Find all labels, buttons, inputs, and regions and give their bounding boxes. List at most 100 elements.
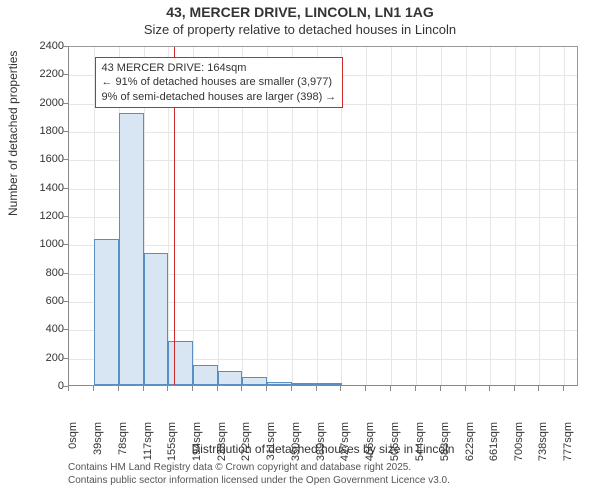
x-tick-label: 272sqm — [240, 422, 252, 472]
x-tick-label: 544sqm — [414, 422, 426, 472]
x-tick-mark — [440, 386, 441, 391]
x-tick-mark — [167, 386, 168, 391]
y-tick-mark — [63, 216, 68, 217]
gridline-v — [441, 47, 442, 385]
x-tick-label: 311sqm — [265, 422, 277, 472]
x-tick-label: 389sqm — [315, 422, 327, 472]
y-tick-label: 400 — [14, 323, 64, 335]
gridline-v — [366, 47, 367, 385]
x-tick-label: 350sqm — [290, 422, 302, 472]
annotation-line-1: 43 MERCER DRIVE: 164sqm — [102, 61, 337, 75]
gridline-v — [391, 47, 392, 385]
x-tick-label: 505sqm — [389, 422, 401, 472]
histogram-bar — [193, 365, 218, 385]
x-tick-label: 777sqm — [562, 422, 574, 472]
x-tick-label: 78sqm — [117, 422, 129, 472]
y-tick-mark — [63, 74, 68, 75]
chart-title-sub: Size of property relative to detached ho… — [0, 22, 600, 37]
y-tick-label: 1600 — [14, 153, 64, 165]
annotation-line-2: ← 91% of detached houses are smaller (3,… — [102, 75, 337, 89]
x-tick-label: 661sqm — [488, 422, 500, 472]
gridline-v — [416, 47, 417, 385]
x-tick-mark — [143, 386, 144, 391]
footer-line-2: Contains public sector information licen… — [68, 475, 578, 488]
histogram-bar — [218, 371, 243, 385]
x-tick-mark — [291, 386, 292, 391]
x-tick-mark — [241, 386, 242, 391]
gridline-h — [69, 189, 577, 190]
x-tick-mark — [465, 386, 466, 391]
x-tick-mark — [390, 386, 391, 391]
y-tick-mark — [63, 188, 68, 189]
y-tick-mark — [63, 329, 68, 330]
y-tick-mark — [63, 301, 68, 302]
histogram-bar — [144, 253, 169, 385]
y-tick-label: 2200 — [14, 68, 64, 80]
x-tick-mark — [266, 386, 267, 391]
x-tick-label: 117sqm — [142, 422, 154, 472]
gridline-h — [69, 160, 577, 161]
gridline-v — [466, 47, 467, 385]
y-tick-label: 1400 — [14, 182, 64, 194]
x-tick-mark — [514, 386, 515, 391]
gridline-v — [564, 47, 565, 385]
y-tick-label: 600 — [14, 295, 64, 307]
y-tick-label: 1800 — [14, 125, 64, 137]
histogram-bar — [292, 383, 317, 385]
x-tick-mark — [118, 386, 119, 391]
x-tick-mark — [563, 386, 564, 391]
x-tick-mark — [192, 386, 193, 391]
y-tick-label: 800 — [14, 267, 64, 279]
x-tick-mark — [415, 386, 416, 391]
histogram-bar — [317, 383, 342, 385]
x-tick-mark — [538, 386, 539, 391]
y-tick-mark — [63, 244, 68, 245]
y-tick-label: 2000 — [14, 97, 64, 109]
histogram-bar — [267, 382, 292, 385]
histogram-bar — [168, 341, 193, 385]
x-tick-label: 39sqm — [92, 422, 104, 472]
x-tick-mark — [68, 386, 69, 391]
y-tick-mark — [63, 358, 68, 359]
chart-container: { "chart": { "type": "histogram", "title… — [0, 0, 600, 500]
x-tick-label: 194sqm — [191, 422, 203, 472]
y-tick-mark — [63, 273, 68, 274]
y-tick-label: 1200 — [14, 210, 64, 222]
x-tick-label: 622sqm — [464, 422, 476, 472]
x-tick-label: 700sqm — [513, 422, 525, 472]
y-tick-label: 1000 — [14, 238, 64, 250]
x-tick-mark — [365, 386, 366, 391]
x-tick-mark — [340, 386, 341, 391]
x-tick-label: 155sqm — [166, 422, 178, 472]
y-tick-mark — [63, 46, 68, 47]
x-tick-mark — [93, 386, 94, 391]
gridline-h — [69, 245, 577, 246]
x-tick-mark — [217, 386, 218, 391]
histogram-bar — [242, 377, 267, 386]
annotation-box: 43 MERCER DRIVE: 164sqm← 91% of detached… — [95, 57, 344, 108]
x-tick-mark — [489, 386, 490, 391]
histogram-bar — [94, 239, 119, 385]
gridline-v — [515, 47, 516, 385]
y-tick-label: 2400 — [14, 40, 64, 52]
x-tick-label: 0sqm — [67, 422, 79, 472]
y-tick-mark — [63, 103, 68, 104]
x-tick-label: 466sqm — [364, 422, 376, 472]
x-tick-label: 233sqm — [216, 422, 228, 472]
y-tick-label: 0 — [14, 380, 64, 392]
x-tick-label: 583sqm — [439, 422, 451, 472]
x-tick-label: 427sqm — [339, 422, 351, 472]
plot-area: 43 MERCER DRIVE: 164sqm← 91% of detached… — [68, 46, 578, 386]
chart-title-main: 43, MERCER DRIVE, LINCOLN, LN1 1AG — [0, 4, 600, 20]
y-tick-label: 200 — [14, 352, 64, 364]
annotation-line-3: 9% of semi-detached houses are larger (3… — [102, 90, 337, 104]
gridline-v — [490, 47, 491, 385]
y-tick-mark — [63, 131, 68, 132]
gridline-h — [69, 132, 577, 133]
y-tick-mark — [63, 159, 68, 160]
x-tick-mark — [316, 386, 317, 391]
gridline-v — [539, 47, 540, 385]
histogram-bar — [119, 113, 144, 385]
gridline-h — [69, 217, 577, 218]
x-tick-label: 738sqm — [537, 422, 549, 472]
